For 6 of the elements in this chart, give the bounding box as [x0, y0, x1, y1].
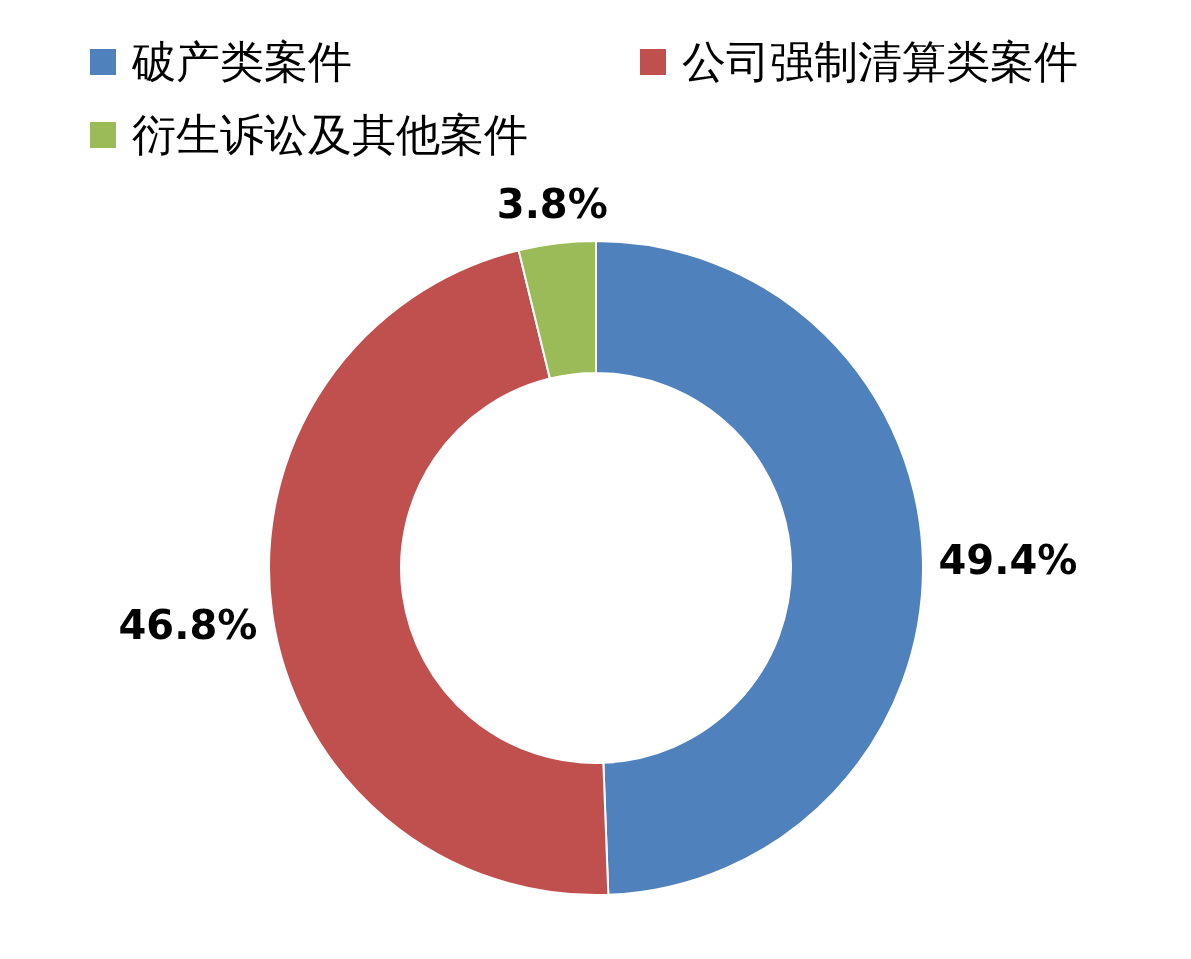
data-label: 49.4% [938, 537, 1078, 584]
legend-label: 破产类案件 [131, 36, 352, 87]
legend-label: 公司强制清算类案件 [682, 36, 1078, 87]
legend-label: 衍生诉讼及其他案件 [132, 109, 528, 160]
data-label: 46.8% [118, 601, 258, 648]
data-label: 3.8% [496, 180, 608, 227]
